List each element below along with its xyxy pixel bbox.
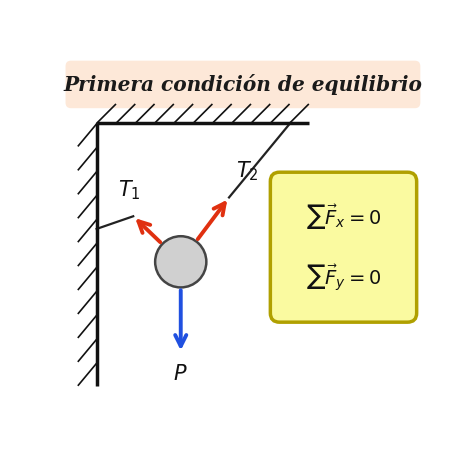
FancyBboxPatch shape xyxy=(270,172,417,322)
Text: Primera condición de equilibrio: Primera condición de equilibrio xyxy=(64,74,422,95)
Text: $T_2$: $T_2$ xyxy=(237,159,259,183)
Text: $\sum \vec{F}_x = 0$: $\sum \vec{F}_x = 0$ xyxy=(306,202,381,231)
Text: $P$: $P$ xyxy=(173,364,188,384)
Text: $T_1$: $T_1$ xyxy=(118,178,141,202)
Text: $\sum \vec{F}_y = 0$: $\sum \vec{F}_y = 0$ xyxy=(306,262,381,293)
Circle shape xyxy=(155,236,206,287)
FancyBboxPatch shape xyxy=(65,61,420,108)
